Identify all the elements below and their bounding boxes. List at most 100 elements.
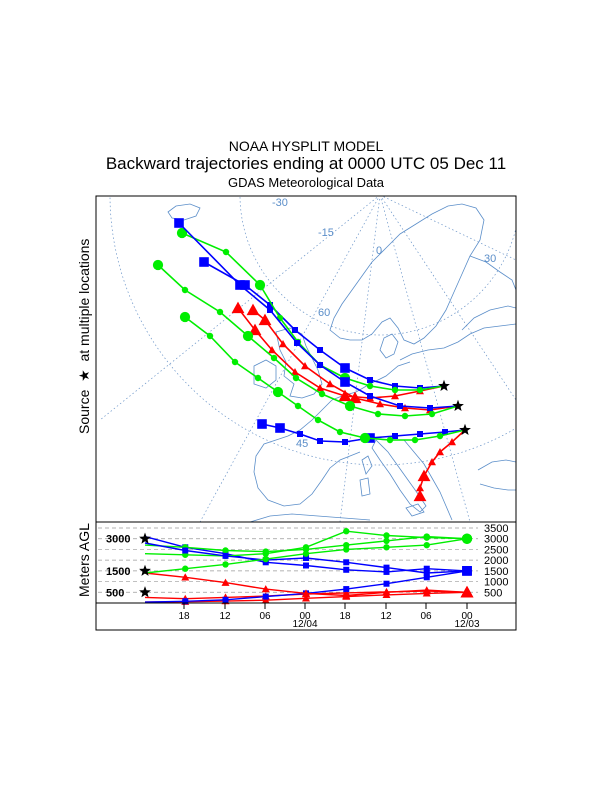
altitude-right-tick: 3500 xyxy=(484,523,508,535)
trajectory-marker xyxy=(235,280,245,290)
trajectory-marker xyxy=(317,362,323,368)
altitude-source-stars xyxy=(139,532,151,598)
trajectory-marker xyxy=(254,279,266,291)
trajectory-9 xyxy=(179,311,466,444)
trajectory-line xyxy=(184,316,466,441)
altitude-marker xyxy=(460,585,474,598)
altitude-marker xyxy=(461,533,473,544)
trajectory-marker xyxy=(317,347,323,353)
trajectory-marker xyxy=(392,433,398,439)
trajectory-marker xyxy=(242,330,254,342)
altitude-marker xyxy=(222,547,229,554)
altitude-marker xyxy=(462,566,472,576)
trajectory-marker xyxy=(401,412,409,420)
altitude-marker xyxy=(182,565,189,572)
altitude-marker xyxy=(302,544,310,551)
trajectory-marker xyxy=(181,286,189,294)
altitude-marker xyxy=(262,550,269,557)
trajectory-marker xyxy=(291,368,299,376)
altitude-marker xyxy=(181,573,190,581)
altitude-marker xyxy=(383,580,390,587)
trajectory-marker xyxy=(206,332,214,340)
altitude-marker xyxy=(423,574,430,581)
trajectory-marker xyxy=(340,377,350,387)
altitude-marker xyxy=(302,589,310,597)
trajectory-line xyxy=(261,423,466,443)
trajectory-marker xyxy=(428,458,436,466)
trajectory-marker xyxy=(340,363,350,373)
altitude-marker xyxy=(423,570,430,576)
trajectory-marker xyxy=(386,436,394,444)
trajectory-marker xyxy=(367,377,373,383)
altitude-marker xyxy=(422,586,431,594)
altitude-frame xyxy=(95,521,517,631)
trajectory-marker xyxy=(267,307,273,313)
altitude-right-tick: 1000 xyxy=(484,577,508,589)
trajectory-marker xyxy=(413,489,427,502)
trajectory-marker xyxy=(248,323,262,336)
trajectory-marker xyxy=(448,438,456,446)
trajectory-marker xyxy=(199,257,209,267)
trajectory-marker xyxy=(301,362,309,370)
altitude-left-tick: 3000 xyxy=(106,534,130,546)
trajectory-line xyxy=(237,307,445,399)
trajectory-marker xyxy=(417,431,423,437)
trajectory-line xyxy=(419,429,466,496)
grid-label: -30 xyxy=(272,197,288,209)
map-trajectories xyxy=(152,218,466,502)
trajectory-marker xyxy=(294,402,302,410)
chart-title: NOAA HYSPLIT MODEL xyxy=(228,138,384,154)
trajectory-marker xyxy=(401,404,409,412)
chart-subtitle: Backward trajectories ending at 0000 UTC… xyxy=(105,154,507,173)
grid-label: 60 xyxy=(318,307,330,319)
trajectory-marker xyxy=(176,227,188,239)
trajectory-6 xyxy=(152,259,459,420)
trajectory-marker xyxy=(391,392,399,400)
time-tick-label: 18 xyxy=(178,611,190,622)
trajectory-marker xyxy=(257,419,267,429)
trajectory-marker xyxy=(152,259,164,271)
altitude-marker xyxy=(343,528,350,535)
altitude-marker xyxy=(261,596,270,604)
altitude-marker xyxy=(343,586,350,593)
trajectory-marker xyxy=(411,436,419,444)
trajectory-marker xyxy=(428,410,436,418)
altitude-marker xyxy=(222,596,229,603)
altitude-marker xyxy=(383,564,390,571)
source-stars xyxy=(438,379,471,435)
trajectory-marker xyxy=(292,327,298,333)
altitude-marker xyxy=(343,559,350,566)
trajectory-marker xyxy=(294,340,300,346)
altitude-marker xyxy=(221,578,230,586)
trajectory-marker xyxy=(270,354,278,362)
time-tick-label: 06 xyxy=(420,611,432,622)
map-panel: -30 -15 0 30 60 45 xyxy=(95,195,517,523)
trajectory-line xyxy=(178,222,459,409)
altitude-marker xyxy=(383,544,390,551)
altitude-source-star xyxy=(139,564,151,576)
trajectory-1 xyxy=(231,301,445,402)
altitude-marker xyxy=(383,568,390,575)
trajectory-marker xyxy=(342,439,348,445)
altitude-marker xyxy=(303,555,309,561)
grid-label: -15 xyxy=(318,227,334,239)
trajectory-marker xyxy=(436,448,444,456)
trajectory-marker xyxy=(292,374,300,382)
altitude-marker xyxy=(302,594,310,602)
trajectory-marker xyxy=(392,383,398,389)
trajectory-marker xyxy=(391,386,399,394)
trajectory-marker xyxy=(367,393,373,399)
trajectory-marker xyxy=(326,380,334,388)
altitude-marker xyxy=(182,547,189,554)
altitude-left-tick: 500 xyxy=(106,587,124,599)
trajectory-marker xyxy=(318,390,326,398)
chart-data-source: GDAS Meteorological Data xyxy=(227,175,385,190)
trajectory-marker xyxy=(246,303,260,316)
source-star xyxy=(459,423,471,435)
trajectory-marker xyxy=(348,391,362,404)
altitude-marker xyxy=(382,588,391,596)
time-tick-label: 00 xyxy=(299,611,311,622)
altitude-right-tick: 3000 xyxy=(484,534,508,546)
